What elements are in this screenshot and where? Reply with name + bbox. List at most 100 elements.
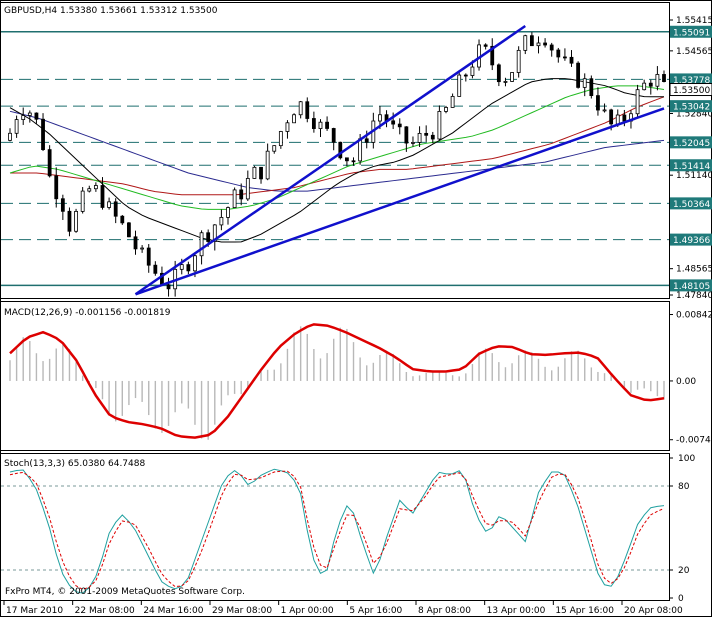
level-label: 1.53042 (673, 103, 710, 113)
copyright-text: FxPro MT4, © 2001-2009 MetaQuotes Softwa… (5, 587, 245, 597)
stoch-tick-label: 80 (678, 482, 690, 492)
time-tick-label: 15 Apr 16:00 (555, 606, 614, 616)
price-tick-label: 1.51140 (676, 171, 712, 181)
candle-body (576, 62, 581, 88)
candle-body (21, 115, 26, 120)
candle-body (662, 74, 666, 82)
candle-body (642, 82, 647, 91)
candle-body (404, 126, 409, 144)
candle-body (444, 107, 448, 112)
candle-body (602, 109, 607, 112)
candle-body (516, 49, 521, 73)
candle-body (259, 166, 263, 180)
candle-body (424, 132, 429, 136)
current-price-label: 1.53500 (673, 86, 710, 96)
candle-body (635, 89, 640, 115)
candle-body (364, 138, 369, 143)
candle-body (285, 122, 290, 132)
candle-body (463, 74, 468, 77)
ma-navy-line (9, 110, 665, 192)
candle-body (193, 255, 197, 272)
candle-body (318, 121, 323, 129)
candle-body (536, 42, 541, 47)
ma-green-line (9, 85, 665, 210)
candle-body (219, 216, 224, 226)
macd-tick-label: 0.00842 (676, 311, 712, 321)
price-pane-title: GBPUSD,H4 1.53380 1.53661 1.53312 1.5350… (4, 6, 218, 16)
level-label-box (670, 233, 712, 246)
stoch-tick-label: 100 (678, 454, 695, 464)
candle-body (529, 35, 534, 47)
price-tick-label: 1.55415 (676, 16, 712, 26)
candle-body (179, 264, 184, 270)
candle-body (411, 142, 415, 144)
candle-body (14, 119, 19, 134)
macd-signal-line (9, 323, 665, 439)
candle-body (338, 141, 343, 159)
candle-body (113, 201, 118, 217)
candle-body (331, 128, 336, 143)
candle-body (596, 95, 600, 111)
candle-body (245, 178, 250, 200)
candle-body (87, 188, 92, 192)
candle-body (27, 112, 32, 116)
level-label: 1.50364 (673, 200, 710, 210)
candle-body (127, 222, 131, 238)
ma-black-line (9, 78, 664, 243)
level-labels: 1.55091 1.53778 1.53042 1.52045 1.51414 1.503… (669, 25, 712, 292)
candle-body (272, 145, 277, 152)
candle-body (80, 190, 85, 212)
level-label-box (670, 100, 712, 113)
price-pane[interactable] (0, 2, 670, 299)
candle-body (199, 232, 204, 257)
candle-body (543, 42, 547, 46)
candle-body (67, 210, 72, 232)
candle-body (615, 114, 620, 125)
trendlines (134, 24, 665, 296)
candle-body (589, 78, 594, 97)
stoch-pane-title: Stoch(13,3,3) 65.0380 64.7488 (4, 459, 145, 469)
candle-body (430, 134, 435, 140)
candle-body (510, 72, 514, 82)
candle-body (140, 247, 145, 250)
candle-body (8, 132, 12, 141)
candle-body (232, 189, 237, 208)
macd-pane[interactable] (0, 301, 670, 451)
level-label-box (670, 25, 712, 38)
candle-body (523, 35, 528, 51)
candle-body (490, 45, 495, 66)
time-tick-label: 8 Apr 08:00 (418, 606, 471, 616)
stochastic-indicator (1, 468, 669, 594)
price-tick-label: 1.48565 (676, 265, 712, 275)
candle-body (153, 264, 158, 274)
price-tick-label: 1.54565 (676, 47, 712, 57)
stoch-pane[interactable] (0, 453, 670, 601)
level-label: 1.48105 (673, 282, 710, 292)
time-axis: 17 Mar 2010 22 Mar 08:00 24 Mar 16:00 29 Ma… (3, 601, 683, 616)
candle-body (93, 185, 98, 190)
candle-body (120, 215, 125, 224)
candle-body (397, 123, 402, 128)
candle-body (457, 74, 462, 97)
time-tick-label: 1 Apr 00:00 (281, 606, 334, 616)
time-tick-label: 5 Apr 16:00 (349, 606, 402, 616)
candle-body (41, 118, 45, 151)
time-tick-label: 22 Mar 08:00 (75, 606, 135, 616)
candle-body (655, 74, 660, 87)
candle-body (107, 201, 111, 208)
macd-indicator (9, 323, 665, 440)
current-price-box (669, 83, 712, 97)
candle-body (311, 118, 316, 129)
macd-tick-label: 0.00 (676, 377, 696, 387)
candle-body (100, 185, 105, 208)
level-label-box (670, 197, 712, 210)
candle-body (239, 189, 244, 200)
candle-body (252, 166, 257, 179)
candle-body (483, 44, 488, 47)
candle-body (133, 236, 138, 250)
ma-red-line (10, 96, 665, 196)
candle-body (54, 175, 59, 200)
macd-tick-label: -0.00745 (676, 436, 712, 446)
level-label: 1.55091 (673, 28, 710, 38)
stoch-main-line (9, 468, 665, 594)
